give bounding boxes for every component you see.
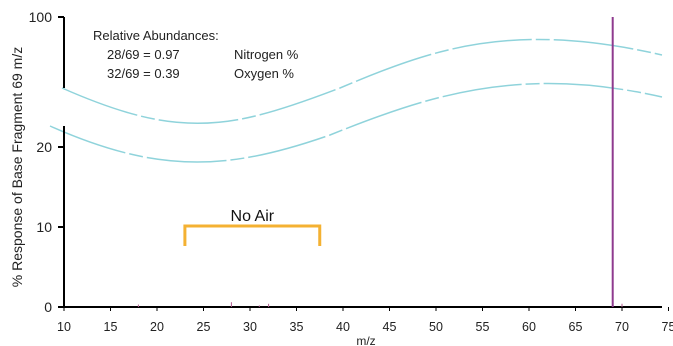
x-tick-label: 10 xyxy=(57,320,71,334)
oxygen-label: Oxygen % xyxy=(234,66,294,81)
no-air-bracket-group: No Air xyxy=(183,208,322,246)
nitrogen-ratio: 28/69 = 0.97 xyxy=(107,47,180,62)
x-axis-title: m/z xyxy=(356,334,375,346)
x-tick-label: 55 xyxy=(476,320,490,334)
no-air-label: No Air xyxy=(231,208,275,225)
x-tick-label: 50 xyxy=(429,320,443,334)
y-tick-label: 10 xyxy=(36,219,52,235)
no-air-bracket xyxy=(183,224,322,246)
x-tick-label: 25 xyxy=(197,320,211,334)
x-tick-label: 30 xyxy=(243,320,257,334)
x-axis-ticks: 10 15 20 25 30 35 40 45 50 55 60 65 70 75 xyxy=(57,307,673,334)
x-tick-label: 60 xyxy=(522,320,536,334)
x-tick-label: 15 xyxy=(104,320,118,334)
axis-break-lower-wave xyxy=(49,82,663,163)
relative-abundances-annotation: Relative Abundances: 28/69 = 0.97 Nitrog… xyxy=(93,28,299,81)
x-tick-label: 35 xyxy=(290,320,304,334)
x-tick-label: 40 xyxy=(336,320,350,334)
y-tick-label: 100 xyxy=(29,9,53,25)
x-tick-label: 75 xyxy=(662,320,673,334)
y-axis-title: % Response of Base Fragment 69 m/z xyxy=(9,47,25,287)
nitrogen-label: Nitrogen % xyxy=(234,47,299,62)
x-tick-label: 65 xyxy=(569,320,583,334)
x-tick-label: 70 xyxy=(615,320,629,334)
x-tick-label: 45 xyxy=(383,320,397,334)
axis-break-upper-wave xyxy=(61,38,663,124)
axis-break-band xyxy=(49,38,663,163)
x-tick-label: 20 xyxy=(150,320,164,334)
y-tick-label: 0 xyxy=(44,299,52,315)
oxygen-ratio: 32/69 = 0.39 xyxy=(107,66,180,81)
relative-abundances-heading: Relative Abundances: xyxy=(93,28,219,43)
y-axis-ticks: 0 10 20 100 xyxy=(29,9,64,315)
y-tick-label: 20 xyxy=(36,139,52,155)
spectrum-peaks xyxy=(137,17,623,307)
